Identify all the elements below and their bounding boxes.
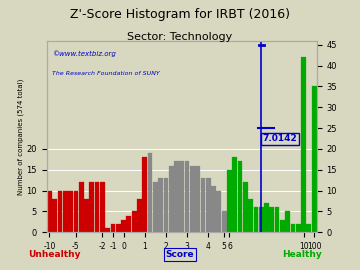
Bar — [306, 224, 311, 232]
Bar — [312, 86, 316, 232]
Bar — [269, 207, 274, 232]
Bar — [206, 178, 211, 232]
Bar — [58, 191, 62, 232]
Bar — [280, 220, 285, 232]
Bar — [121, 220, 126, 232]
Bar — [248, 199, 253, 232]
Bar — [227, 170, 232, 232]
Bar — [301, 57, 306, 232]
Bar — [238, 161, 242, 232]
Bar — [259, 207, 264, 232]
Text: ©www.textbiz.org: ©www.textbiz.org — [52, 50, 116, 57]
Bar — [285, 211, 290, 232]
Text: Sector: Technology: Sector: Technology — [127, 32, 233, 42]
Bar — [211, 186, 216, 232]
Bar — [201, 178, 205, 232]
Bar — [47, 191, 52, 232]
Text: Z'-Score Histogram for IRBT (2016): Z'-Score Histogram for IRBT (2016) — [70, 8, 290, 21]
Bar — [126, 215, 131, 232]
Bar — [275, 207, 279, 232]
Bar — [105, 228, 110, 232]
Bar — [79, 182, 84, 232]
Bar — [148, 153, 152, 232]
Bar — [100, 182, 105, 232]
Bar — [253, 207, 258, 232]
Bar — [132, 211, 136, 232]
Bar — [73, 191, 78, 232]
Bar — [158, 178, 163, 232]
Bar — [84, 199, 89, 232]
Text: The Research Foundation of SUNY: The Research Foundation of SUNY — [52, 71, 160, 76]
Bar — [190, 166, 195, 232]
Bar — [116, 224, 121, 232]
Text: Score: Score — [166, 250, 194, 259]
Text: 7.0142: 7.0142 — [263, 134, 298, 143]
Bar — [185, 161, 189, 232]
Bar — [179, 161, 184, 232]
Y-axis label: Number of companies (574 total): Number of companies (574 total) — [17, 78, 24, 195]
Bar — [243, 182, 248, 232]
Bar — [142, 157, 147, 232]
Bar — [68, 191, 73, 232]
Bar — [296, 224, 301, 232]
Bar — [169, 166, 174, 232]
Bar — [163, 178, 168, 232]
Bar — [137, 199, 142, 232]
Bar — [222, 211, 226, 232]
Bar — [153, 182, 158, 232]
Bar — [174, 161, 179, 232]
Bar — [89, 182, 94, 232]
Bar — [291, 224, 295, 232]
Bar — [232, 157, 237, 232]
Bar — [95, 182, 99, 232]
Bar — [63, 191, 68, 232]
Bar — [52, 199, 57, 232]
Bar — [264, 203, 269, 232]
Bar — [111, 224, 115, 232]
Bar — [216, 191, 221, 232]
Bar — [195, 166, 200, 232]
Text: Healthy: Healthy — [283, 250, 322, 259]
Text: Unhealthy: Unhealthy — [28, 250, 80, 259]
